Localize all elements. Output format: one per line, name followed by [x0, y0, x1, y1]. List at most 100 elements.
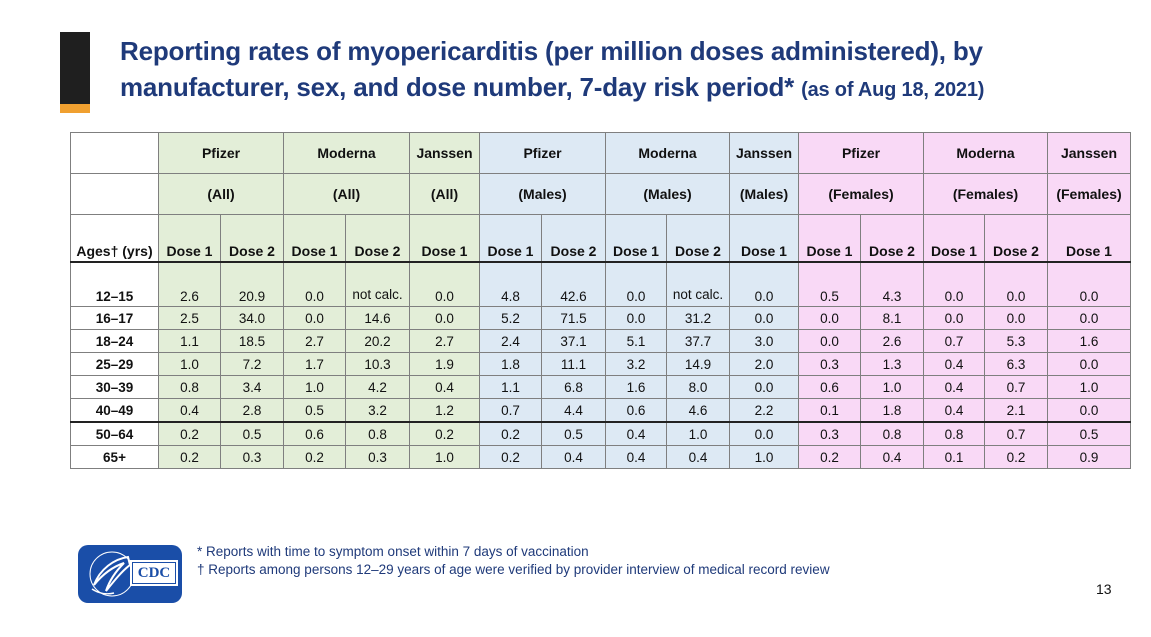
title-date: (as of Aug 18, 2021) [801, 79, 985, 101]
rate-cell: 1.0 [666, 421, 730, 446]
rate-cell: 0.4 [158, 398, 221, 423]
rate-cell: 1.0 [283, 375, 346, 399]
header-dose: Dose 2 [220, 214, 284, 263]
rate-cell: 20.2 [345, 329, 410, 353]
rate-cell: 0.0 [729, 306, 799, 330]
header-row-dose: Ages† (yrs) Dose 1 Dose 2 Dose 1 Dose 2 Dose… [70, 214, 1131, 263]
age-cell: 18–24 [70, 329, 159, 353]
rate-cell: 0.3 [798, 421, 861, 446]
rate-cell: 0.7 [923, 329, 985, 353]
rate-cell: 0.5 [283, 398, 346, 423]
rate-cell: 1.8 [479, 352, 542, 376]
rate-cell: 0.5 [1047, 421, 1131, 446]
rate-cell: 37.7 [666, 329, 730, 353]
slide-title: Reporting rates of myopericarditis (per … [120, 33, 1130, 108]
header-dose: Dose 2 [666, 214, 730, 263]
rate-cell: 0.4 [923, 352, 985, 376]
rate-cell: 11.1 [541, 352, 606, 376]
rate-cell: 1.9 [409, 352, 480, 376]
rate-cell: 0.9 [1047, 445, 1131, 469]
rate-cell: 0.3 [345, 445, 410, 469]
rate-cell: 2.8 [220, 398, 284, 423]
footnote-verification: † Reports among persons 12–29 years of a… [197, 562, 830, 577]
age-cell: 12–15 [70, 261, 159, 307]
rate-cell: 4.3 [860, 261, 924, 307]
rate-cell: 0.0 [1047, 306, 1131, 330]
header-manufacturer: Moderna [283, 132, 410, 174]
rate-cell: 0.8 [923, 421, 985, 446]
rate-cell: 0.4 [409, 375, 480, 399]
myopericarditis-rates-table: Pfizer Moderna Janssen Pfizer Moderna Ja… [70, 132, 1131, 469]
header-manufacturer: Pfizer [479, 132, 606, 174]
header-group: (Males) [729, 173, 799, 215]
rate-cell: 0.0 [1047, 352, 1131, 376]
header-group: (All) [283, 173, 410, 215]
age-cell: 65+ [70, 445, 159, 469]
rate-cell: 1.0 [860, 375, 924, 399]
rate-cell: 0.6 [605, 398, 667, 423]
title-accent-bar [60, 32, 90, 104]
page-number: 13 [1096, 581, 1112, 597]
rate-cell: 0.2 [158, 421, 221, 446]
rate-cell: 0.4 [666, 445, 730, 469]
table-row: 50–64 0.2 0.5 0.6 0.8 0.2 0.2 0.5 0.4 1.0 0.0 0.3 0.… [70, 421, 1131, 446]
rate-cell: 0.0 [283, 306, 346, 330]
rate-cell: 42.6 [541, 261, 606, 307]
rate-cell: 0.5 [798, 261, 861, 307]
rate-cell: 2.6 [158, 261, 221, 307]
table-row: 25–29 1.0 7.2 1.7 10.3 1.9 1.8 11.1 3.2 14.9 2.0 0.… [70, 352, 1131, 376]
header-manufacturer: Janssen [409, 132, 480, 174]
rate-cell: 0.8 [345, 421, 410, 446]
header-manufacturer: Pfizer [798, 132, 924, 174]
rate-cell: 2.6 [860, 329, 924, 353]
table-row: 65+ 0.2 0.3 0.2 0.3 1.0 0.2 0.4 0.4 0.4 1.0 0.2 0.4 0… [70, 445, 1131, 469]
rate-cell: 0.0 [605, 261, 667, 307]
rate-cell: 0.3 [220, 445, 284, 469]
rate-cell: 0.1 [923, 445, 985, 469]
rate-cell: 0.2 [479, 421, 542, 446]
rate-cell: 0.0 [798, 329, 861, 353]
rate-cell: 7.2 [220, 352, 284, 376]
header-dose: Dose 1 [1047, 214, 1131, 263]
header-dose: Dose 1 [479, 214, 542, 263]
rate-cell: 1.3 [860, 352, 924, 376]
age-cell: 50–64 [70, 421, 159, 446]
rate-cell: 2.1 [984, 398, 1048, 423]
header-manufacturer: Janssen [729, 132, 799, 174]
table-row: 40–49 0.4 2.8 0.5 3.2 1.2 0.7 4.4 0.6 4.6 2.2 0.1 1.… [70, 398, 1131, 423]
rate-cell: 0.2 [409, 421, 480, 446]
header-group: (All) [409, 173, 480, 215]
rate-cell: 4.2 [345, 375, 410, 399]
age-cell: 40–49 [70, 398, 159, 423]
header-dose: Dose 1 [605, 214, 667, 263]
rate-cell: 0.6 [283, 421, 346, 446]
header-group: (All) [158, 173, 284, 215]
rate-cell: 20.9 [220, 261, 284, 307]
rate-cell: 0.0 [283, 261, 346, 307]
header-row-manufacturer: Pfizer Moderna Janssen Pfizer Moderna Ja… [70, 132, 1131, 174]
rate-cell: 0.4 [541, 445, 606, 469]
rate-cell: 0.4 [605, 445, 667, 469]
rate-cell: 1.2 [409, 398, 480, 423]
title-accent-underline [60, 104, 90, 113]
rate-cell: 2.4 [479, 329, 542, 353]
rate-cell: 0.7 [479, 398, 542, 423]
rate-cell: 8.0 [666, 375, 730, 399]
rate-cell: 4.6 [666, 398, 730, 423]
rate-cell: 0.0 [798, 306, 861, 330]
rate-cell: not calc. [345, 261, 410, 307]
rate-cell: 3.4 [220, 375, 284, 399]
rate-cell: 0.0 [923, 261, 985, 307]
rate-cell: 0.0 [409, 306, 480, 330]
table-row: 16–17 2.5 34.0 0.0 14.6 0.0 5.2 71.5 0.0 31.2 0.0 0… [70, 306, 1131, 330]
table-row: 12–15 2.6 20.9 0.0 not calc. 0.0 4.8 42.6 0.0 not… [70, 261, 1131, 307]
header-group: (Males) [605, 173, 730, 215]
rate-cell: 2.7 [409, 329, 480, 353]
rate-cell: 3.0 [729, 329, 799, 353]
rate-cell: 2.0 [729, 352, 799, 376]
header-group: (Females) [1047, 173, 1131, 215]
header-dose: Dose 1 [409, 214, 480, 263]
header-dose: Dose 2 [345, 214, 410, 263]
cdc-badge: CDC [132, 562, 176, 584]
